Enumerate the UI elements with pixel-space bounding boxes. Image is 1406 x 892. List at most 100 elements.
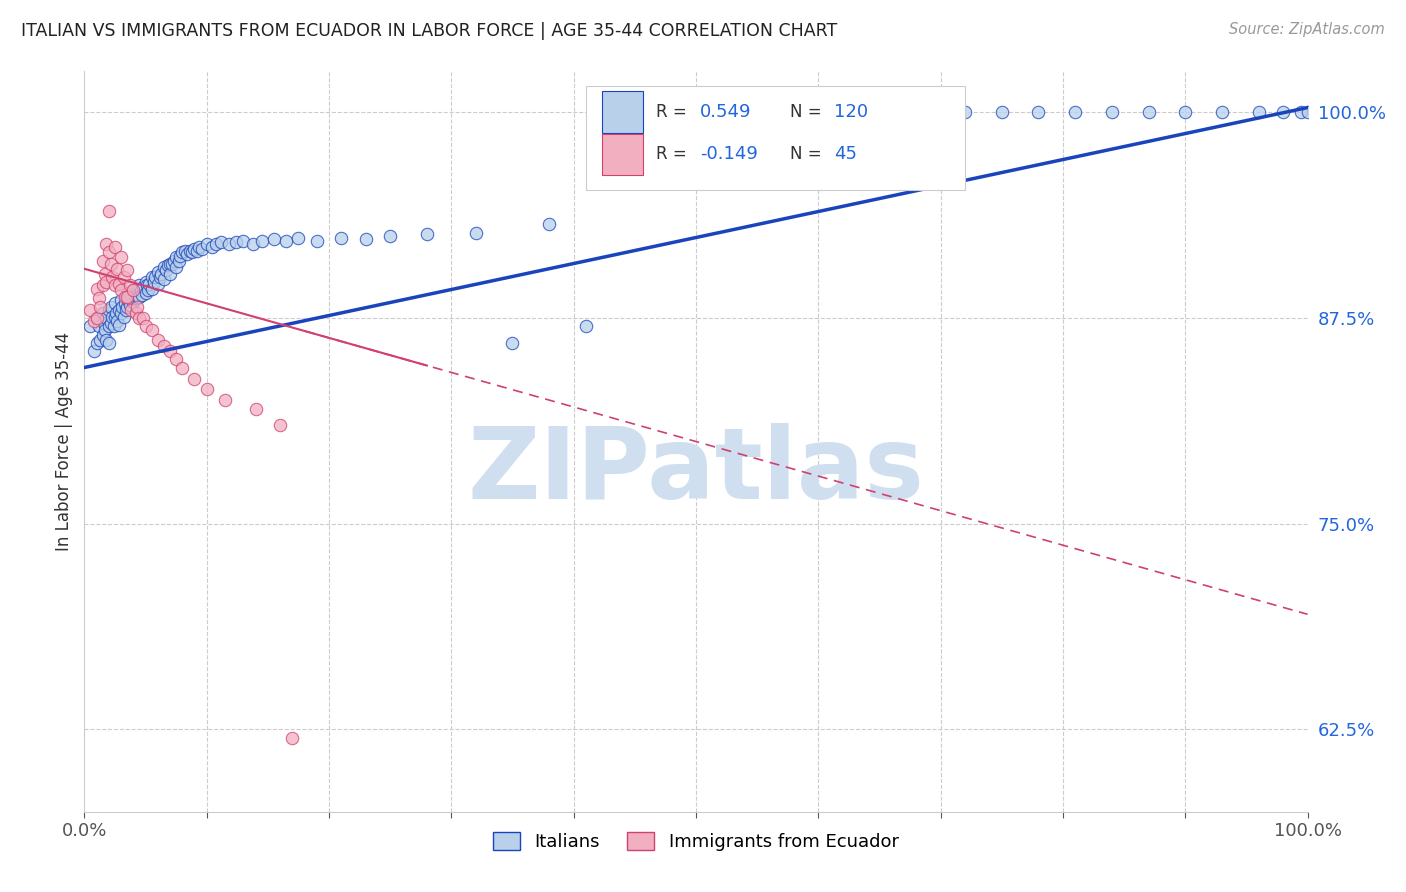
Point bbox=[747, 105, 769, 120]
Point bbox=[122, 283, 145, 297]
Point bbox=[330, 230, 353, 244]
Text: 120: 120 bbox=[834, 103, 869, 121]
Point bbox=[159, 257, 181, 271]
Point bbox=[195, 237, 218, 252]
Point bbox=[97, 245, 120, 260]
Point bbox=[181, 245, 204, 260]
Point bbox=[101, 310, 124, 324]
Point bbox=[245, 401, 267, 416]
Point bbox=[146, 277, 169, 291]
FancyBboxPatch shape bbox=[602, 91, 644, 133]
Point bbox=[104, 310, 127, 324]
Point bbox=[153, 339, 176, 353]
Point bbox=[100, 300, 122, 314]
Point bbox=[225, 235, 247, 250]
Point bbox=[464, 226, 486, 240]
Text: -0.149: -0.149 bbox=[700, 145, 758, 163]
Point bbox=[150, 267, 173, 281]
Point bbox=[165, 352, 187, 367]
Point bbox=[132, 280, 155, 294]
Point bbox=[143, 275, 166, 289]
Point bbox=[153, 260, 176, 274]
Text: 45: 45 bbox=[834, 145, 858, 163]
Point bbox=[163, 253, 186, 268]
Point bbox=[97, 204, 120, 219]
Point bbox=[953, 105, 976, 120]
Point bbox=[125, 306, 148, 320]
Point bbox=[191, 242, 214, 256]
Point bbox=[1064, 105, 1087, 120]
Point bbox=[176, 247, 198, 261]
Point bbox=[97, 302, 120, 317]
Point bbox=[124, 286, 146, 301]
Point bbox=[165, 250, 187, 264]
Point bbox=[905, 105, 928, 120]
Point bbox=[125, 283, 148, 297]
Point bbox=[135, 286, 157, 301]
Point bbox=[167, 253, 190, 268]
Point bbox=[83, 344, 105, 359]
Point bbox=[97, 319, 120, 334]
Point bbox=[112, 270, 135, 285]
Point bbox=[132, 311, 155, 326]
Point bbox=[135, 275, 157, 289]
Point bbox=[1174, 105, 1197, 120]
Point bbox=[183, 372, 205, 386]
Point bbox=[242, 237, 264, 252]
Point bbox=[131, 288, 153, 302]
Point bbox=[91, 253, 114, 268]
Point bbox=[159, 267, 181, 281]
Point bbox=[156, 259, 179, 273]
Point bbox=[138, 277, 160, 291]
Point bbox=[143, 270, 166, 285]
Point bbox=[107, 277, 129, 291]
Point bbox=[114, 296, 136, 310]
Point bbox=[991, 105, 1014, 120]
Point bbox=[94, 323, 117, 337]
Point bbox=[599, 171, 621, 186]
Point bbox=[122, 294, 145, 309]
Point bbox=[263, 232, 285, 246]
Point bbox=[86, 311, 108, 326]
Point bbox=[91, 278, 114, 293]
Text: Source: ZipAtlas.com: Source: ZipAtlas.com bbox=[1229, 22, 1385, 37]
Point bbox=[141, 270, 163, 285]
Point bbox=[101, 270, 124, 285]
Text: R =: R = bbox=[655, 103, 692, 121]
Point bbox=[115, 263, 138, 277]
Point bbox=[86, 311, 108, 326]
Point bbox=[107, 318, 129, 332]
Point bbox=[1272, 105, 1295, 120]
Point bbox=[94, 267, 117, 281]
Text: ITALIAN VS IMMIGRANTS FROM ECUADOR IN LABOR FORCE | AGE 35-44 CORRELATION CHART: ITALIAN VS IMMIGRANTS FROM ECUADOR IN LA… bbox=[21, 22, 838, 40]
Text: ZIPatlas: ZIPatlas bbox=[468, 423, 924, 520]
Point bbox=[100, 316, 122, 330]
Point bbox=[183, 242, 205, 256]
Point bbox=[107, 302, 129, 317]
Point bbox=[1211, 105, 1233, 120]
Point bbox=[110, 250, 132, 264]
Point bbox=[281, 731, 304, 745]
Point bbox=[86, 335, 108, 350]
Point bbox=[105, 306, 128, 320]
Point bbox=[153, 271, 176, 285]
Point bbox=[186, 244, 208, 258]
FancyBboxPatch shape bbox=[586, 87, 965, 190]
Point bbox=[89, 300, 111, 314]
Point bbox=[115, 286, 138, 301]
Point bbox=[110, 293, 132, 307]
Point bbox=[159, 344, 181, 359]
Point bbox=[209, 235, 232, 250]
Legend: Italians, Immigrants from Ecuador: Italians, Immigrants from Ecuador bbox=[486, 824, 905, 858]
Point bbox=[104, 296, 127, 310]
Point bbox=[162, 257, 184, 271]
FancyBboxPatch shape bbox=[602, 134, 644, 175]
Point bbox=[135, 319, 157, 334]
Point bbox=[96, 311, 118, 326]
Point bbox=[1296, 105, 1319, 120]
Point bbox=[118, 298, 141, 312]
Point bbox=[105, 261, 128, 276]
Point bbox=[89, 333, 111, 347]
Point bbox=[269, 418, 291, 433]
Point bbox=[141, 323, 163, 337]
